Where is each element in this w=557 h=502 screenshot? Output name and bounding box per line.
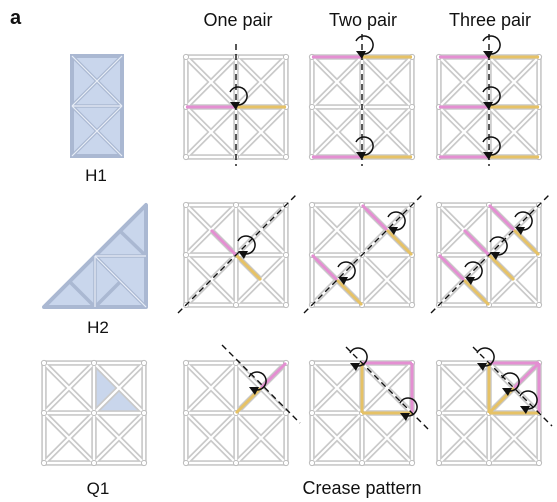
- h2-folded-shape: [44, 205, 146, 307]
- column-title-one-pair: One pair: [203, 10, 272, 30]
- h2-two-pair-pattern: [304, 195, 422, 313]
- rotation-arrow-icon: [356, 36, 373, 54]
- q1-one-pair-pattern: [183, 345, 300, 466]
- h2-three-pair-pattern: [431, 195, 549, 313]
- rotation-arrow-icon: [483, 36, 500, 54]
- panel-letter: a: [10, 7, 22, 29]
- h1-one-pair-pattern: [183, 44, 288, 166]
- column-title-three-pair: Three pair: [449, 10, 531, 30]
- column-title-two-pair: Two pair: [329, 10, 397, 30]
- row-label-q1: Q1: [87, 479, 110, 498]
- h1-three-pair-pattern: [436, 34, 541, 166]
- h1-folded-shape: [72, 56, 122, 156]
- h2-one-pair-pattern: [178, 195, 296, 313]
- figure-caption: Crease pattern: [302, 478, 421, 498]
- q1-two-pair-pattern: [309, 347, 428, 466]
- row-label-h2: H2: [87, 318, 109, 337]
- h1-two-pair-pattern: [309, 34, 414, 166]
- row-label-h1: H1: [85, 166, 107, 185]
- q1-three-pair-pattern: [436, 347, 552, 466]
- q1-folded-shape: [41, 360, 146, 465]
